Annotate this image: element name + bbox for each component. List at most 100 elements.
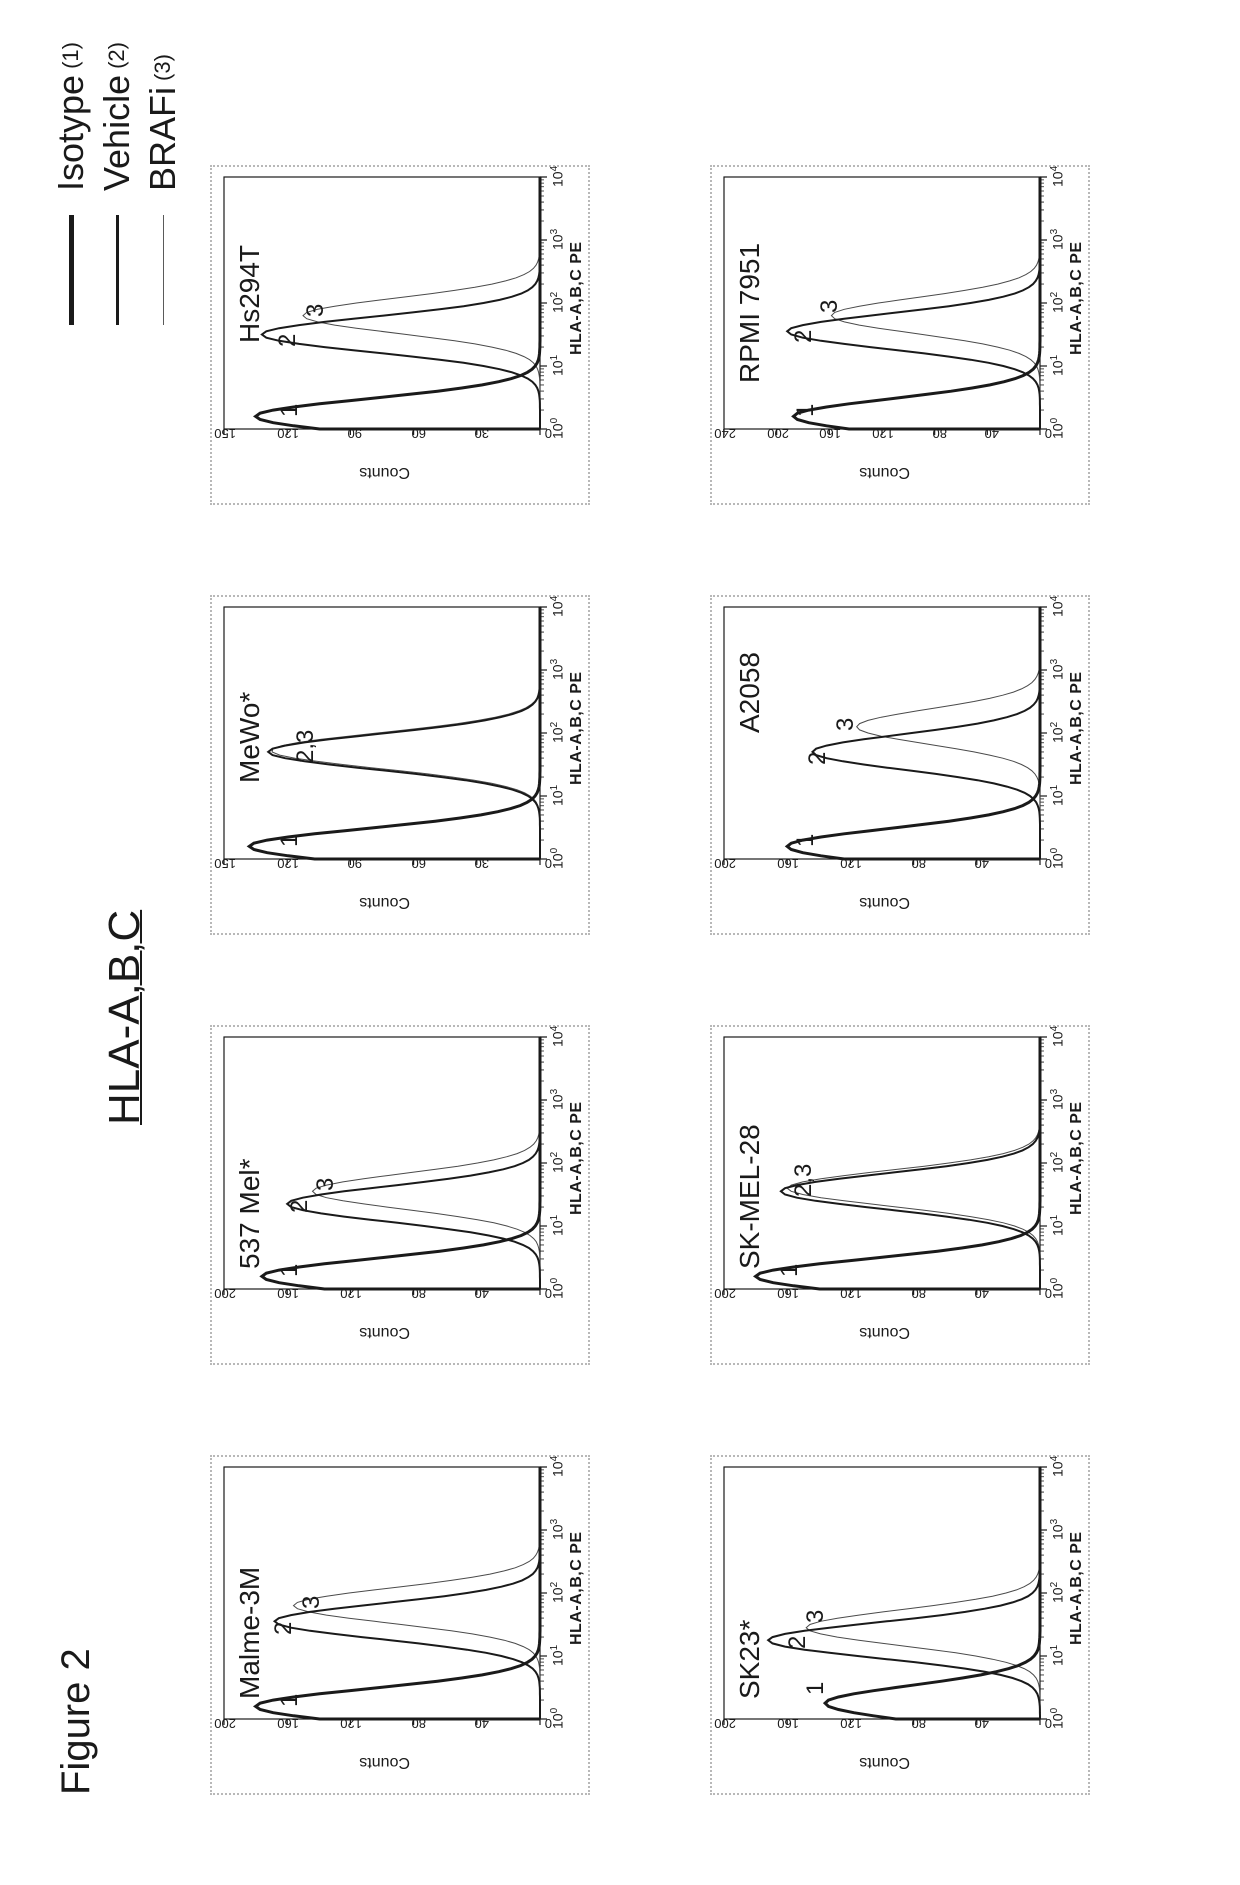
legend-label: BRAFi xyxy=(142,87,184,191)
curve-number-label: 2 xyxy=(790,330,818,343)
curve-number-label: 2,3 xyxy=(292,730,320,763)
y-tick-label: 120 xyxy=(277,856,299,871)
legend-label: Isotype xyxy=(50,75,92,191)
y-tick-label: 120 xyxy=(277,426,299,441)
x-tick-label: 104 xyxy=(1049,596,1066,617)
y-tick-label: 0 xyxy=(545,1716,552,1731)
legend-row: BRAFi (3) xyxy=(140,42,186,325)
histogram-panel: SK-MEL-2812,3HLA-A,B,C PECounts100101102… xyxy=(710,1025,1090,1365)
x-tick-label: 104 xyxy=(549,596,566,617)
y-tick-label: 160 xyxy=(277,1286,299,1301)
y-tick-label: 160 xyxy=(777,1716,799,1731)
histogram-plot xyxy=(212,163,592,503)
main-title: HLA-A,B,C xyxy=(100,910,150,1125)
y-tick-label: 60 xyxy=(411,426,425,441)
x-tick-label: 101 xyxy=(1049,1645,1066,1666)
x-tick-label: 102 xyxy=(549,722,566,743)
y-axis-label: Counts xyxy=(359,1323,410,1341)
y-tick-label: 80 xyxy=(411,1716,425,1731)
y-tick-label: 0 xyxy=(1045,856,1052,871)
x-tick-label: 102 xyxy=(549,292,566,313)
curve-vehicle xyxy=(275,1467,540,1719)
y-tick-label: 90 xyxy=(348,426,362,441)
curve-number-label: 1 xyxy=(276,1694,304,1707)
x-axis-label: HLA-A,B,C PE xyxy=(1068,1101,1086,1215)
curve-brafi xyxy=(787,1037,1040,1289)
curve-isotype xyxy=(262,1037,540,1289)
curve-number-label: 1 xyxy=(276,404,304,417)
y-tick-label: 200 xyxy=(214,1286,236,1301)
curve-number-label: 2 xyxy=(274,334,302,347)
y-tick-label: 30 xyxy=(474,856,488,871)
y-tick-label: 160 xyxy=(277,1716,299,1731)
y-tick-label: 200 xyxy=(214,1716,236,1731)
curve-number-label: 2,3 xyxy=(790,1164,818,1197)
panel-title: RPMI 7951 xyxy=(734,243,766,383)
x-tick-label: 103 xyxy=(549,229,566,250)
x-axis-label: HLA-A,B,C PE xyxy=(1068,241,1086,355)
y-tick-label: 240 xyxy=(714,426,736,441)
curve-brafi xyxy=(806,1467,1040,1719)
y-axis-label: Counts xyxy=(359,463,410,481)
legend-sub: (2) xyxy=(104,42,130,69)
y-tick-label: 0 xyxy=(545,426,552,441)
x-tick-label: 103 xyxy=(549,1089,566,1110)
x-tick-label: 102 xyxy=(1049,1582,1066,1603)
histogram-plot xyxy=(212,1453,592,1793)
x-tick-label: 102 xyxy=(1049,1152,1066,1173)
curve-brafi xyxy=(313,1037,541,1289)
y-tick-label: 200 xyxy=(767,426,789,441)
histogram-panel: Malme-3M123HLA-A,B,C PECounts10010110210… xyxy=(210,1455,590,1795)
histogram-panel: 537 Mel*123HLA-A,B,C PECounts10010110210… xyxy=(210,1025,590,1365)
legend-row: Vehicle (2) xyxy=(94,42,140,325)
legend-sub: (3) xyxy=(150,54,176,81)
x-tick-label: 102 xyxy=(549,1582,566,1603)
curve-number-label: 2 xyxy=(804,752,832,765)
histogram-panel: RPMI 7951123HLA-A,B,C PECounts1001011021… xyxy=(710,165,1090,505)
panel-title: Hs294T xyxy=(234,245,266,343)
x-axis-label: HLA-A,B,C PE xyxy=(1068,671,1086,785)
y-tick-label: 30 xyxy=(474,426,488,441)
y-tick-label: 80 xyxy=(911,1286,925,1301)
figure-stage: Figure 2 HLA-A,B,C Isotype(1)Vehicle(2)B… xyxy=(0,0,1240,1885)
panel-title: SK23* xyxy=(734,1620,766,1699)
x-tick-label: 104 xyxy=(1049,166,1066,187)
y-tick-label: 40 xyxy=(974,1716,988,1731)
x-tick-label: 104 xyxy=(549,1456,566,1477)
y-tick-label: 120 xyxy=(841,1716,863,1731)
x-tick-label: 101 xyxy=(1049,785,1066,806)
x-tick-label: 103 xyxy=(1049,229,1066,250)
panel-grid: Malme-3M123HLA-A,B,C PECounts10010110210… xyxy=(210,165,1090,1795)
x-axis-label: HLA-A,B,C PE xyxy=(1068,1531,1086,1645)
y-tick-label: 0 xyxy=(1045,426,1052,441)
y-tick-label: 80 xyxy=(932,426,946,441)
y-tick-label: 40 xyxy=(974,856,988,871)
legend-label: Vehicle xyxy=(96,75,138,191)
x-tick-label: 101 xyxy=(1049,1215,1066,1236)
curve-vehicle xyxy=(287,1037,540,1289)
y-axis-label: Counts xyxy=(359,893,410,911)
figure-label: Figure 2 xyxy=(54,1648,99,1795)
legend-line-icon xyxy=(163,215,164,325)
x-tick-label: 103 xyxy=(1049,1089,1066,1110)
x-axis-label: HLA-A,B,C PE xyxy=(568,1531,586,1645)
histogram-panel: MeWo*12,3HLA-A,B,C PECounts1001011021031… xyxy=(210,595,590,935)
histogram-plot xyxy=(212,1023,592,1363)
y-tick-label: 120 xyxy=(841,856,863,871)
y-tick-label: 120 xyxy=(341,1716,363,1731)
y-tick-label: 40 xyxy=(985,426,999,441)
y-tick-label: 40 xyxy=(474,1716,488,1731)
y-tick-label: 150 xyxy=(214,856,236,871)
y-tick-label: 80 xyxy=(911,1716,925,1731)
x-tick-label: 102 xyxy=(1049,722,1066,743)
curve-isotype xyxy=(256,1467,540,1719)
curve-isotype xyxy=(256,177,540,429)
histogram-plot xyxy=(712,163,1092,503)
curve-vehicle xyxy=(813,607,1041,859)
panel-title: 537 Mel* xyxy=(234,1158,266,1269)
curve-number-label: 2 xyxy=(784,1636,812,1649)
histogram-panel: SK23*123HLA-A,B,C PECounts10010110210310… xyxy=(710,1455,1090,1795)
histogram-plot xyxy=(212,593,592,933)
x-tick-label: 103 xyxy=(549,1519,566,1540)
histogram-plot xyxy=(712,1453,1092,1793)
